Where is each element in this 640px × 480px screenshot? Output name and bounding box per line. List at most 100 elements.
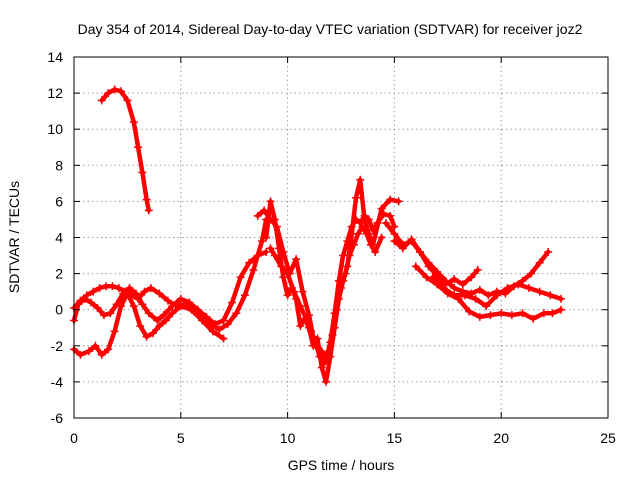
data-point-marker	[262, 233, 271, 242]
data-point-marker	[97, 96, 106, 105]
data-point-marker	[307, 327, 316, 336]
data-point-marker	[460, 291, 469, 300]
data-point-marker	[319, 359, 328, 368]
data-point-marker	[249, 265, 258, 274]
data-point-marker	[142, 332, 151, 341]
data-point-marker	[362, 229, 371, 238]
data-point-marker	[168, 302, 177, 311]
data-point-marker	[262, 247, 271, 256]
y-tick-label: -2	[51, 338, 64, 354]
data-point-marker	[108, 282, 117, 291]
data-point-marker	[97, 350, 106, 359]
data-point-marker	[407, 235, 416, 244]
data-point-marker	[416, 247, 425, 256]
data-point-marker	[356, 175, 365, 184]
data-point-marker	[465, 307, 474, 316]
data-point-marker	[80, 294, 89, 303]
data-point-marker	[76, 350, 85, 359]
data-point-marker	[89, 287, 98, 296]
data-point-marker	[123, 289, 132, 298]
data-point-marker	[298, 287, 307, 296]
series-trace	[263, 177, 401, 385]
data-point-marker	[159, 311, 168, 320]
data-point-marker	[125, 284, 134, 293]
data-point-marker	[283, 269, 292, 278]
data-point-marker	[240, 291, 249, 300]
data-point-marker	[535, 287, 544, 296]
data-point-marker	[360, 215, 369, 224]
y-tick-label: 0	[55, 302, 63, 318]
data-point-marker	[266, 244, 275, 253]
data-point-marker	[514, 280, 523, 289]
data-point-marker	[129, 302, 138, 311]
data-point-marker	[155, 321, 164, 330]
chart-title: Day 354 of 2014, Sidereal Day-to-day VTE…	[78, 21, 583, 37]
data-point-marker	[492, 291, 501, 300]
data-point-marker	[458, 280, 467, 289]
data-point-marker	[93, 303, 102, 312]
data-point-marker	[290, 287, 299, 296]
data-point-marker	[253, 211, 262, 220]
series-arc-noon-c	[266, 222, 386, 368]
series-arc-noon-b	[262, 175, 403, 386]
data-point-marker	[91, 341, 100, 350]
data-point-marker	[110, 85, 119, 94]
data-point-marker	[185, 298, 194, 307]
data-point-marker	[450, 284, 459, 293]
y-tick-label: -6	[51, 410, 64, 426]
data-point-marker	[270, 251, 279, 260]
y-tick-label: 10	[47, 121, 63, 137]
data-point-marker	[439, 284, 448, 293]
y-axis-label: SDTVAR / TECUs	[6, 181, 22, 293]
data-point-marker	[450, 291, 459, 300]
data-point-marker	[95, 284, 104, 293]
x-tick-label: 20	[493, 430, 509, 446]
data-point-marker	[535, 258, 544, 267]
data-point-marker	[153, 316, 162, 325]
data-point-marker	[223, 320, 232, 329]
data-point-marker	[155, 289, 164, 298]
data-point-marker	[140, 287, 149, 296]
data-point-marker	[548, 309, 557, 318]
data-point-marker	[163, 296, 172, 305]
data-point-marker	[266, 197, 275, 206]
data-point-marker	[232, 309, 241, 318]
data-point-marker	[176, 294, 185, 303]
data-point-marker	[411, 262, 420, 271]
data-point-marker	[524, 284, 533, 293]
data-point-marker	[112, 300, 121, 309]
series-arc-early-high	[97, 85, 153, 215]
data-point-marker	[507, 311, 516, 320]
data-point-marker	[354, 229, 363, 238]
data-point-marker	[142, 195, 151, 204]
data-point-marker	[134, 143, 143, 152]
data-point-marker	[161, 316, 170, 325]
grid-lines	[74, 57, 608, 418]
data-point-marker	[279, 273, 288, 282]
data-point-marker	[104, 89, 113, 98]
data-point-marker	[110, 327, 119, 336]
data-point-marker	[518, 309, 527, 318]
x-tick-label: 10	[280, 430, 296, 446]
data-point-marker	[208, 327, 217, 336]
data-series	[70, 85, 566, 386]
data-point-marker	[104, 345, 113, 354]
x-tick-label: 25	[600, 430, 616, 446]
data-point-marker	[390, 237, 399, 246]
data-point-marker	[390, 222, 399, 231]
data-point-marker	[381, 219, 390, 228]
data-point-marker	[441, 276, 450, 285]
data-point-marker	[136, 321, 145, 330]
data-point-marker	[176, 302, 185, 311]
data-point-marker	[257, 237, 266, 246]
y-tick-label: 4	[55, 230, 63, 246]
data-point-marker	[366, 240, 375, 249]
series-arc-morning-2	[70, 247, 271, 329]
x-tick-label: 5	[177, 430, 185, 446]
data-point-marker	[467, 273, 476, 282]
y-tick-label: -4	[51, 374, 64, 390]
y-tick-label: 6	[55, 193, 63, 209]
data-point-marker	[116, 87, 125, 96]
data-point-marker	[99, 311, 108, 320]
